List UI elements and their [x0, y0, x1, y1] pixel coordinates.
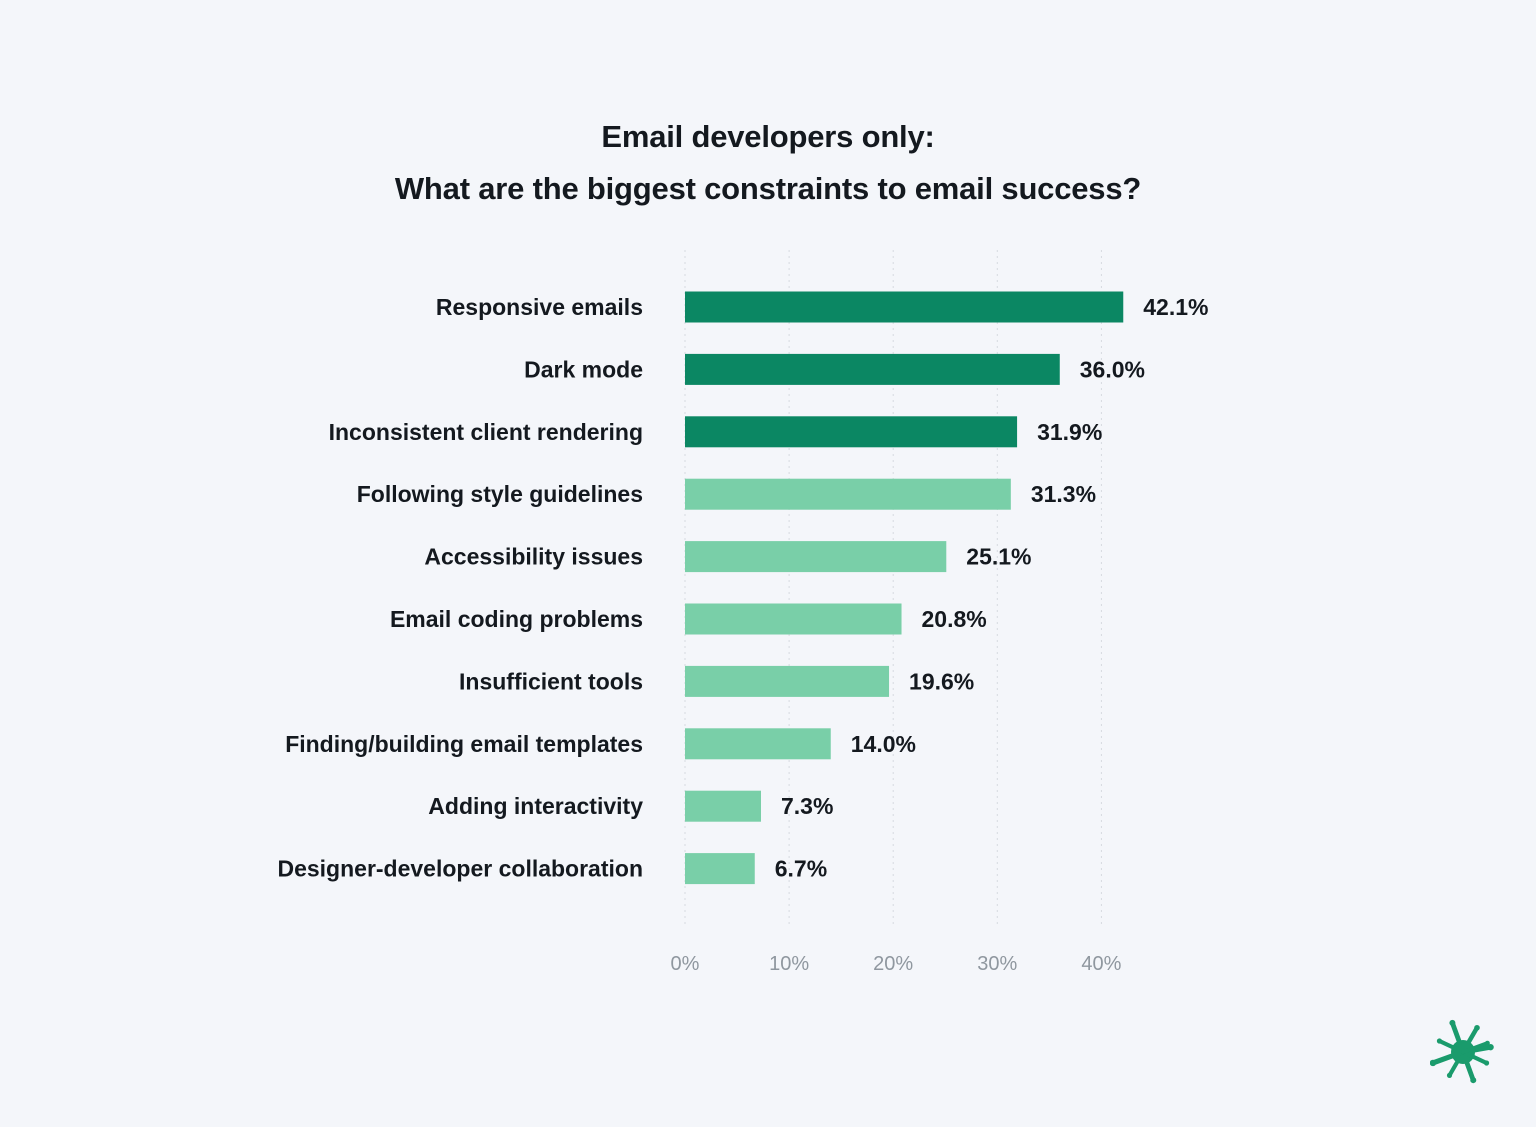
category-label: Email coding problems [390, 606, 643, 632]
bar [685, 853, 755, 885]
category-label: Accessibility issues [424, 544, 643, 570]
bar [685, 353, 1060, 385]
x-tick-label: 10% [769, 953, 809, 975]
x-tick-label: 30% [977, 953, 1017, 975]
value-label: 14.0% [851, 731, 916, 757]
value-label: 31.3% [1031, 481, 1096, 507]
bar [685, 603, 902, 635]
category-label: Responsive emails [436, 294, 643, 320]
category-label: Adding interactivity [428, 793, 643, 819]
value-label: 6.7% [775, 856, 827, 882]
value-label: 36.0% [1080, 356, 1145, 382]
chart-title: Email developers only: [601, 119, 935, 154]
bar [685, 416, 1018, 448]
value-label: 7.3% [781, 793, 833, 819]
bar [685, 478, 1011, 510]
value-label: 25.1% [966, 544, 1031, 570]
value-label: 31.9% [1037, 419, 1102, 445]
x-tick-label: 40% [1081, 953, 1121, 975]
grid-lines [684, 250, 1102, 925]
bar [685, 665, 890, 697]
category-labels: Responsive emails Dark mode Inconsistent c… [277, 294, 643, 882]
value-label: 42.1% [1143, 294, 1208, 320]
x-axis-ticks: 0% 10% 20% 30% 40% [671, 953, 1122, 975]
value-label: 19.6% [909, 668, 974, 694]
bar [685, 291, 1124, 323]
bar [685, 790, 761, 822]
category-label: Inconsistent client rendering [329, 419, 643, 445]
value-labels: 42.1% 36.0% 31.9% 31.3% 25.1% 20.8% 19.6% 14.0%… [775, 294, 1209, 882]
category-label: Insufficient tools [459, 668, 643, 694]
category-label: Dark mode [524, 356, 643, 382]
x-tick-label: 0% [671, 953, 700, 975]
bar [685, 541, 947, 573]
x-tick-label: 20% [873, 953, 913, 975]
splat-logo-icon [1430, 1019, 1494, 1084]
bar [685, 728, 831, 760]
category-label: Finding/building email templates [285, 731, 643, 757]
category-label: Designer-developer collaboration [277, 856, 643, 882]
category-label: Following style guidelines [357, 481, 643, 507]
bars [685, 291, 1124, 885]
chart-subtitle: What are the biggest constraints to emai… [394, 171, 1142, 206]
value-label: 20.8% [922, 606, 987, 632]
